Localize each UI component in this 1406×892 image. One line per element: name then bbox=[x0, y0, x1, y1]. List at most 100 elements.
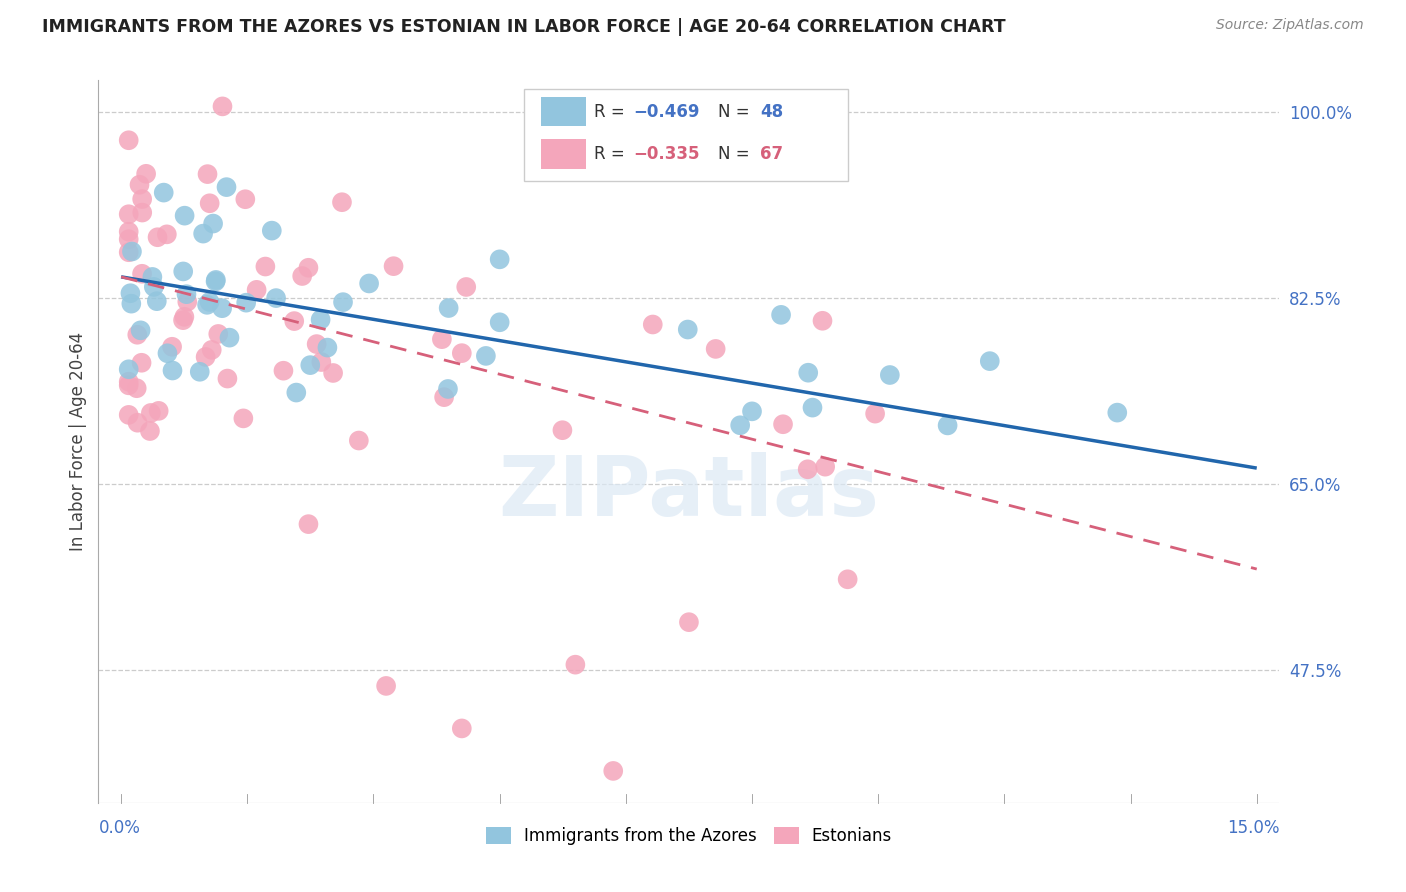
Point bbox=[188, 365, 211, 379]
Point bbox=[641, 318, 664, 332]
Point bbox=[246, 283, 269, 297]
Text: N =: N = bbox=[718, 145, 755, 163]
Text: ZIPatlas: ZIPatlas bbox=[499, 451, 879, 533]
Point bbox=[879, 368, 901, 382]
Point bbox=[305, 337, 328, 351]
Point bbox=[332, 295, 354, 310]
Point bbox=[162, 363, 184, 377]
Point bbox=[564, 657, 586, 672]
Text: 15.0%: 15.0% bbox=[1227, 819, 1279, 837]
Point bbox=[129, 323, 152, 337]
Point bbox=[450, 346, 472, 360]
Point bbox=[979, 354, 1001, 368]
Point bbox=[450, 722, 472, 736]
Point bbox=[146, 230, 169, 244]
Point bbox=[121, 244, 143, 259]
Point bbox=[218, 331, 240, 345]
Point bbox=[118, 375, 141, 389]
Point bbox=[375, 679, 398, 693]
Point bbox=[156, 227, 179, 242]
Text: −0.469: −0.469 bbox=[634, 103, 700, 120]
Point bbox=[118, 362, 141, 376]
Point bbox=[204, 274, 226, 288]
Point bbox=[139, 406, 162, 420]
Point bbox=[118, 245, 141, 260]
Point bbox=[309, 312, 332, 326]
Point bbox=[152, 186, 174, 200]
Point bbox=[131, 356, 153, 370]
Point bbox=[235, 295, 257, 310]
Point bbox=[260, 224, 283, 238]
Point bbox=[299, 358, 322, 372]
Point bbox=[131, 192, 153, 206]
Point bbox=[172, 264, 194, 278]
Point bbox=[551, 423, 574, 437]
Bar bbox=[541, 139, 586, 169]
Point bbox=[475, 349, 498, 363]
Point bbox=[205, 273, 228, 287]
Point bbox=[156, 346, 179, 360]
Point bbox=[141, 269, 163, 284]
Point bbox=[728, 418, 751, 433]
FancyBboxPatch shape bbox=[523, 89, 848, 181]
Point bbox=[297, 260, 319, 275]
Point bbox=[211, 99, 233, 113]
Point bbox=[173, 209, 195, 223]
Point bbox=[797, 366, 820, 380]
Point bbox=[285, 385, 308, 400]
Point bbox=[1107, 406, 1129, 420]
Point bbox=[148, 404, 170, 418]
Point bbox=[437, 382, 460, 396]
Point bbox=[128, 178, 150, 192]
Point bbox=[118, 232, 141, 246]
Point bbox=[316, 341, 339, 355]
Point bbox=[194, 350, 217, 364]
Y-axis label: In Labor Force | Age 20-64: In Labor Force | Age 20-64 bbox=[69, 332, 87, 551]
Point bbox=[796, 462, 818, 476]
Point bbox=[311, 355, 333, 369]
Text: R =: R = bbox=[595, 103, 630, 120]
Point bbox=[297, 517, 319, 532]
Point bbox=[139, 424, 162, 438]
Bar bbox=[541, 96, 586, 127]
Point bbox=[678, 615, 700, 629]
Point bbox=[232, 411, 254, 425]
Point bbox=[770, 308, 793, 322]
Point bbox=[217, 371, 239, 385]
Point bbox=[322, 366, 344, 380]
Point bbox=[291, 268, 314, 283]
Point bbox=[131, 267, 153, 281]
Point bbox=[488, 315, 510, 329]
Point bbox=[118, 378, 141, 392]
Point bbox=[382, 259, 405, 273]
Point bbox=[233, 192, 256, 206]
Point bbox=[118, 207, 141, 221]
Point bbox=[198, 294, 221, 309]
Point bbox=[207, 326, 229, 341]
Point bbox=[125, 381, 148, 395]
Point bbox=[936, 418, 959, 433]
Text: −0.335: −0.335 bbox=[634, 145, 700, 163]
Point bbox=[120, 286, 142, 301]
Text: R =: R = bbox=[595, 145, 630, 163]
Point bbox=[283, 314, 305, 328]
Point bbox=[456, 280, 478, 294]
Point bbox=[127, 327, 149, 342]
Point bbox=[118, 133, 141, 147]
Point bbox=[814, 459, 837, 474]
Point bbox=[160, 340, 183, 354]
Point bbox=[359, 277, 381, 291]
Point bbox=[142, 280, 165, 294]
Point bbox=[198, 196, 221, 211]
Point bbox=[202, 217, 225, 231]
Point bbox=[176, 287, 198, 301]
Point bbox=[676, 322, 699, 336]
Text: 48: 48 bbox=[759, 103, 783, 120]
Point bbox=[120, 296, 142, 310]
Point bbox=[173, 310, 195, 324]
Text: IMMIGRANTS FROM THE AZORES VS ESTONIAN IN LABOR FORCE | AGE 20-64 CORRELATION CH: IMMIGRANTS FROM THE AZORES VS ESTONIAN I… bbox=[42, 18, 1005, 36]
Point bbox=[135, 167, 157, 181]
Point bbox=[811, 314, 834, 328]
Point bbox=[127, 416, 149, 430]
Point bbox=[704, 342, 727, 356]
